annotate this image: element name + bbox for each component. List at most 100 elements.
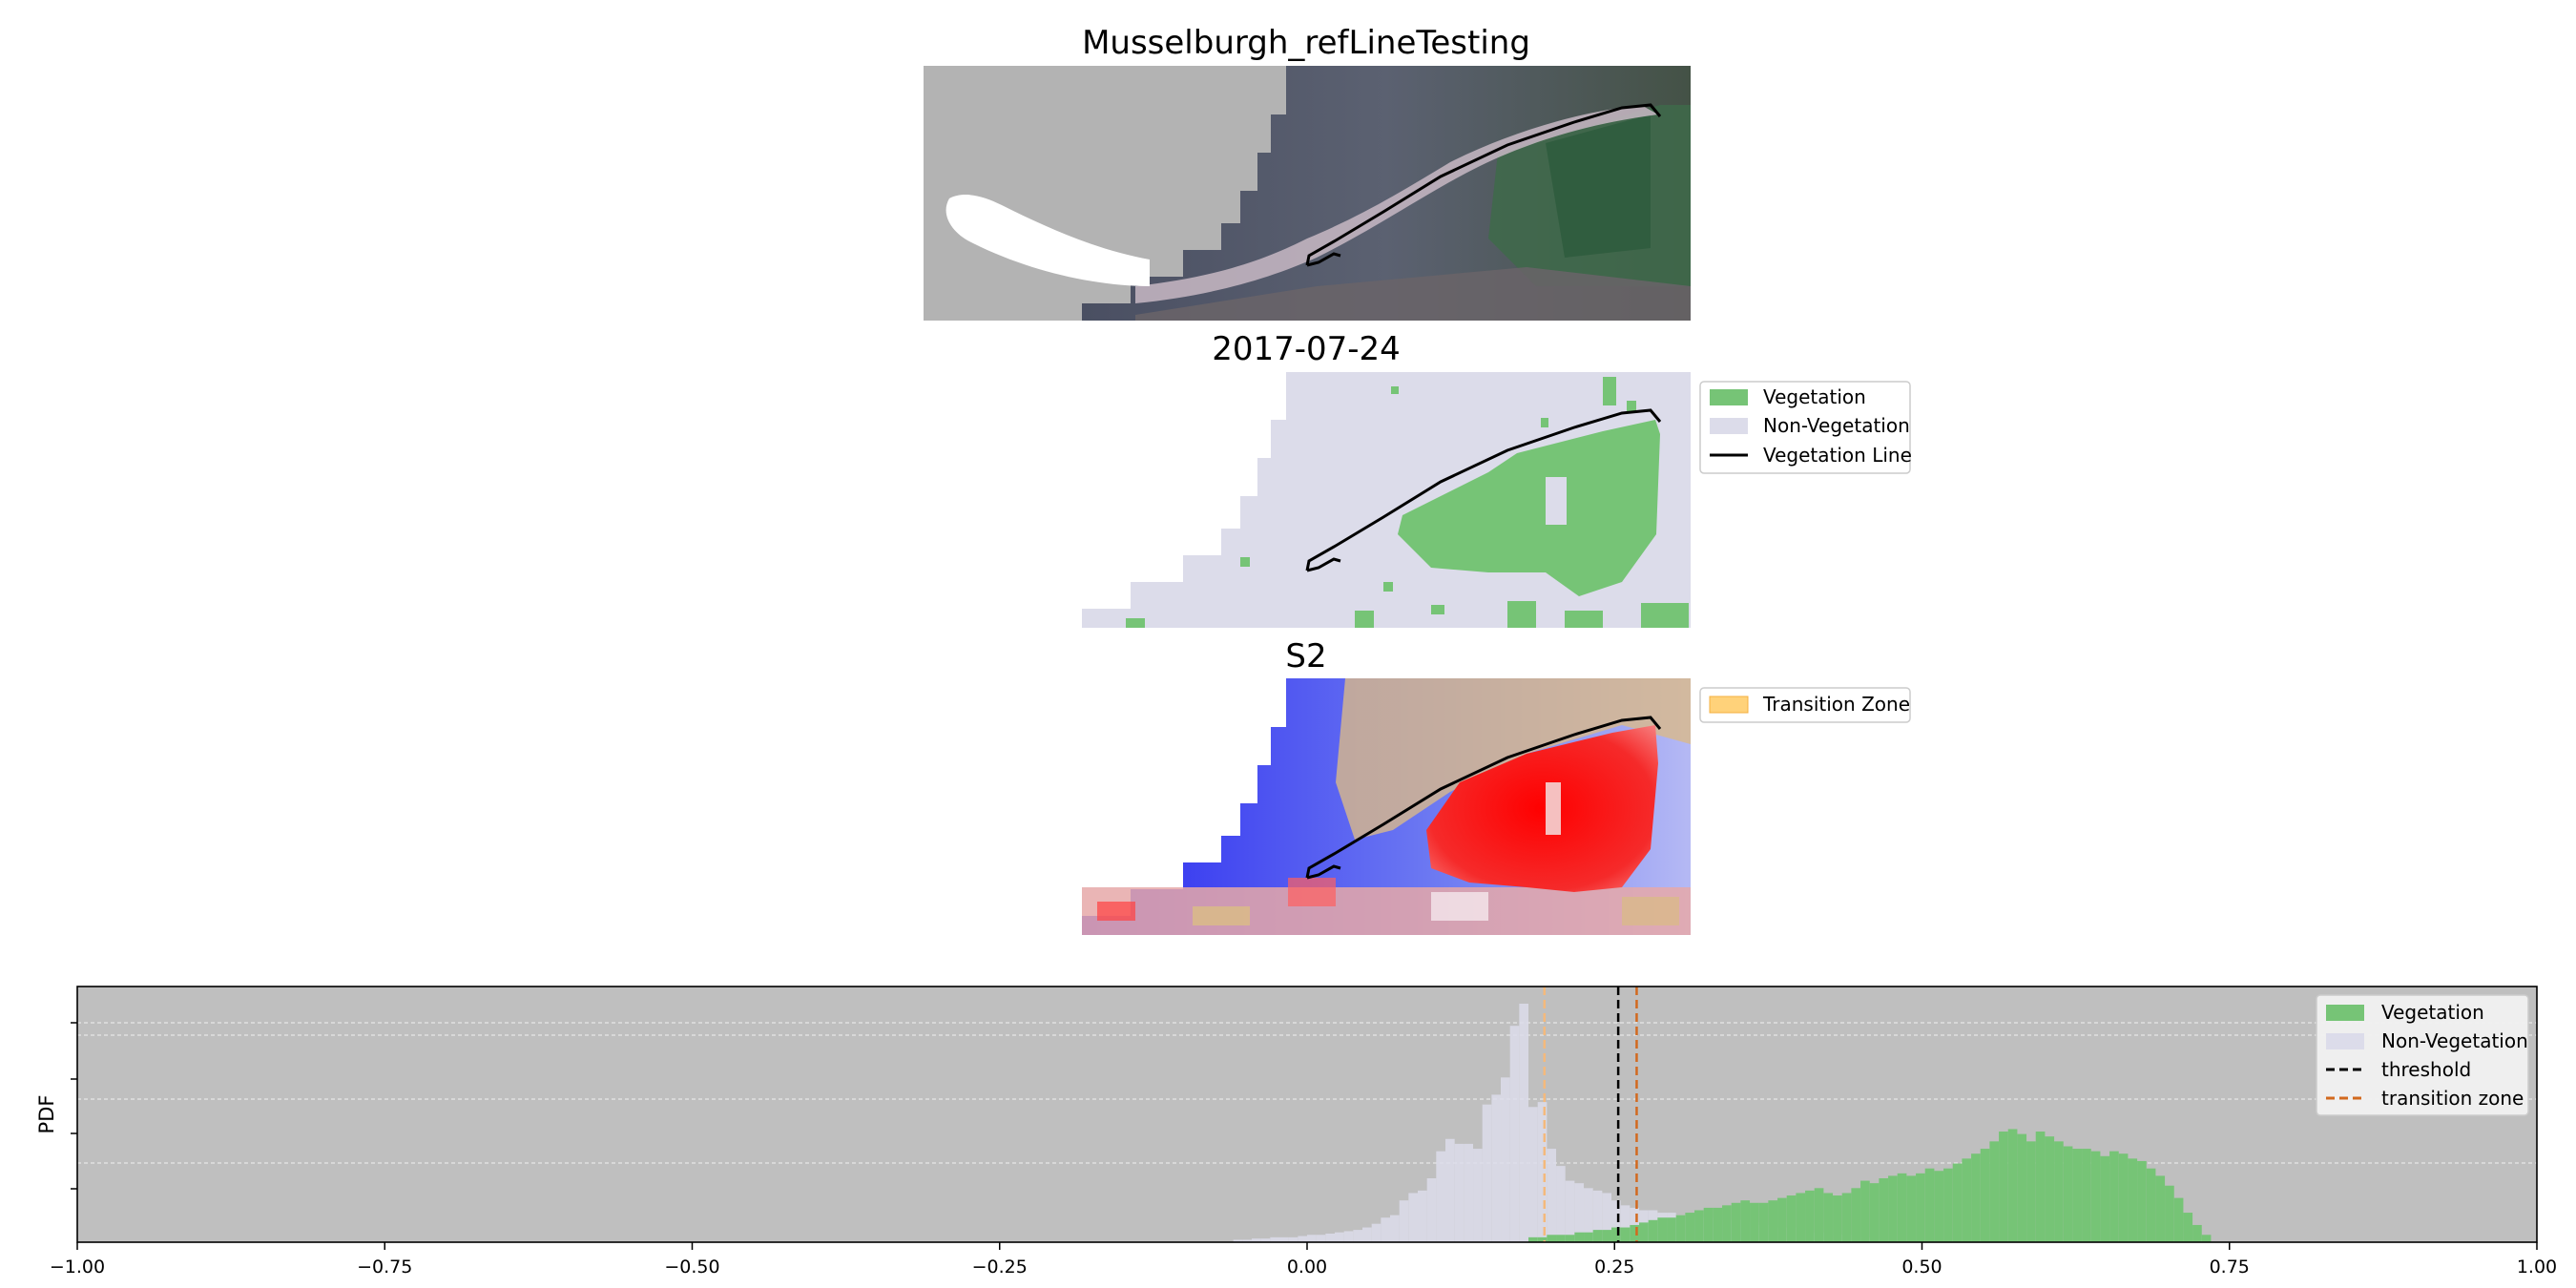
hist-bar — [1547, 1149, 1557, 1242]
legend-swatch-non-vegetation — [1710, 418, 1748, 434]
hist-bar — [2183, 1213, 2193, 1242]
hist-series-vegetation — [1528, 1129, 2212, 1242]
legend-label-transition-zone: Transition Zone — [1762, 693, 1910, 716]
hist-bar — [2109, 1151, 2119, 1242]
hist-bar — [1657, 1217, 1668, 1242]
panel1-title: Musselburgh_refLineTesting — [1082, 24, 1530, 62]
hist-bar — [1381, 1217, 1391, 1242]
hist-bar — [1565, 1235, 1575, 1242]
hist-bar — [1630, 1224, 1640, 1242]
hist-bar — [1703, 1207, 1714, 1242]
hist-bar — [1777, 1197, 1787, 1242]
hist-bar — [1916, 1173, 1925, 1242]
hist-bar — [1278, 1236, 1289, 1242]
hist-bar — [2063, 1146, 2073, 1242]
legend-swatch-vegetation — [1710, 389, 1748, 405]
hist-bar — [1288, 1236, 1298, 1242]
hist-bar — [1841, 1193, 1852, 1242]
hist-bar — [1242, 1239, 1252, 1242]
hist-bar — [1786, 1195, 1797, 1242]
hist-bar — [2118, 1153, 2129, 1242]
hist-bar — [1971, 1153, 1981, 1242]
hist-bar — [1260, 1238, 1271, 1242]
hist-bar — [1943, 1168, 1953, 1242]
hist-bar — [2201, 1235, 2212, 1242]
classification-panel — [1082, 372, 1691, 628]
hist-bar — [1814, 1188, 1824, 1242]
hist-bar — [2090, 1151, 2101, 1242]
hist-bar — [1418, 1190, 1427, 1242]
hist-bar — [1869, 1183, 1880, 1242]
x-tick-label: 0.50 — [1901, 1257, 1942, 1278]
hist-bar — [1758, 1202, 1769, 1242]
hist-bar — [1473, 1149, 1483, 1242]
hist-bar — [2035, 1132, 2046, 1242]
hist-bar — [1740, 1200, 1751, 1242]
hist-legend-swatch-non-vegetation — [2326, 1033, 2364, 1049]
hist-bar — [1233, 1239, 1243, 1242]
hist-bar — [1426, 1177, 1437, 1242]
hist-legend-label-vegetation: Vegetation — [2381, 1001, 2484, 1024]
hist-bar — [1639, 1222, 1649, 1242]
hist-bar — [2026, 1141, 2036, 1242]
hist-bar — [1592, 1230, 1603, 1242]
hist-bar — [1694, 1210, 1704, 1242]
hist-bar — [1685, 1213, 1695, 1242]
hist-bar — [1445, 1138, 1455, 1242]
hist-legend-label-transition-zone: transition zone — [2381, 1087, 2524, 1110]
s2-index-panel — [1082, 678, 1691, 935]
hist-bar — [2100, 1155, 2110, 1242]
hist-bar — [1509, 1026, 1520, 1242]
hist-legend-label-non-vegetation: Non-Vegetation — [2381, 1029, 2528, 1052]
hist-bar — [1823, 1193, 1834, 1242]
hist-bar — [1371, 1223, 1381, 1242]
hist-bar — [1602, 1230, 1612, 1242]
hist-bar — [1989, 1141, 2000, 1242]
hist-bar — [1675, 1215, 1686, 1242]
hist-bar — [1851, 1188, 1861, 1242]
hist-x-axis: −1.00 −0.75 −0.50 −0.25 0.00 0.25 0.50 0.75 1.00 — [50, 1242, 2557, 1278]
hist-bar — [2173, 1197, 2184, 1242]
hist-bar — [1648, 1219, 1658, 1242]
hist-bar — [2146, 1168, 2156, 1242]
hist-bar — [2007, 1129, 2018, 1242]
hist-bar — [1602, 1193, 1612, 1242]
rgb-image-panel — [924, 66, 1691, 321]
hist-bar — [1436, 1151, 1446, 1242]
hist-bar — [1491, 1094, 1502, 1242]
class-legend: Vegetation Non-Vegetation Vegetation Lin… — [1699, 381, 1912, 474]
hist-bar — [1298, 1236, 1307, 1242]
hist-bar — [1620, 1227, 1631, 1242]
hist-bar — [1556, 1235, 1566, 1242]
hist-bar — [1722, 1205, 1732, 1242]
hist-y-axis-label: PDF — [35, 1095, 58, 1134]
panel3-title: S2 — [1285, 637, 1326, 675]
hist-bar — [1325, 1233, 1336, 1242]
hist-bar — [1565, 1180, 1575, 1242]
hist-bar — [1833, 1195, 1842, 1242]
hist-legend-swatch-vegetation — [2326, 1005, 2364, 1021]
hist-bar — [1482, 1104, 1492, 1242]
hist-bar — [1879, 1177, 1889, 1242]
hist-bar — [1537, 1102, 1548, 1242]
hist-bar — [1962, 1158, 1972, 1242]
x-tick-label: 1.00 — [2517, 1257, 2557, 1278]
hist-bar — [1796, 1193, 1806, 1242]
hist-bar — [2155, 1175, 2166, 1242]
hist-bar — [1620, 1205, 1631, 1242]
hist-bar — [1270, 1236, 1279, 1242]
x-tick-label: −0.75 — [357, 1257, 412, 1278]
hist-bar — [2082, 1149, 2091, 1242]
hist-bar — [1537, 1236, 1548, 1242]
x-tick-label: −1.00 — [50, 1257, 105, 1278]
hist-bar — [2054, 1141, 2064, 1242]
hist-bar — [1934, 1171, 1944, 1242]
hist-y-axis — [71, 1022, 77, 1190]
legend-label-vegetation-line: Vegetation Line — [1763, 444, 1912, 467]
hist-bar — [1528, 1236, 1538, 1242]
hist-bar — [1860, 1180, 1870, 1242]
hist-bar — [1353, 1230, 1363, 1242]
transition-legend: Transition Zone — [1699, 687, 1911, 723]
hist-bar — [1888, 1175, 1898, 1242]
